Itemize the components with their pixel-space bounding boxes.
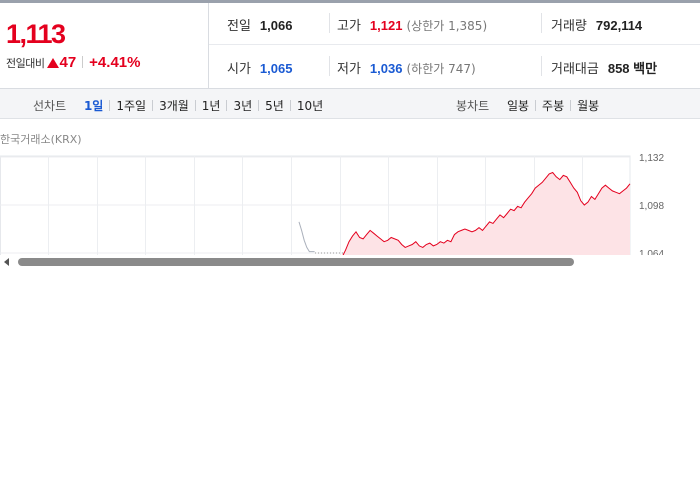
- stat-sub: (상한가 1,385): [406, 19, 488, 33]
- y-tick-label: 1,098: [639, 201, 664, 212]
- stat-value: 1,121: [369, 18, 403, 33]
- pre-market-line: [298, 221, 315, 253]
- stat-high: 고가 1,121 (상한가 1,385): [337, 15, 487, 34]
- candle-tab-2[interactable]: 월봉: [577, 99, 600, 113]
- period-tab-2[interactable]: 3개월: [159, 99, 189, 113]
- chart-period-bar: 선차트 1일 1주일 3개월 1년 3년 5년 10년 봉차트 일봉 주봉 월봉: [0, 89, 700, 119]
- stat-value: 1,036: [369, 61, 403, 76]
- stat-value: 792,114: [595, 18, 643, 33]
- stat-volume: 거래량 792,114: [551, 15, 642, 34]
- stat-label: 거래대금: [551, 62, 599, 77]
- scroll-left-arrow-icon[interactable]: [4, 258, 9, 266]
- stat-label: 전일: [227, 19, 251, 34]
- stat-label: 거래량: [551, 19, 587, 34]
- change-label: 전일대비: [6, 57, 45, 70]
- period-tab-0[interactable]: 1일: [83, 99, 104, 113]
- stat-prev-close: 전일 1,066: [227, 15, 292, 34]
- divider: [535, 100, 537, 111]
- candle-tab-1[interactable]: 주봉: [542, 99, 565, 113]
- stat-turnover: 거래대금 858 백만: [551, 58, 657, 77]
- price-summary: 1,113 전일대비 47 +4.41% 전일 1,066 고가 1,121 (상한가 1…: [0, 3, 700, 89]
- current-price-box: 1,113 전일대비 47 +4.41%: [0, 3, 209, 89]
- divider: [226, 100, 228, 111]
- stat-row-2: 시가 1,065 저가 1,036 (하한가 747) 거래대금 858 백만: [209, 46, 700, 88]
- divider: [82, 56, 84, 68]
- divider: [329, 13, 330, 33]
- y-tick-label: 1,064: [639, 249, 664, 255]
- line-chart-periods: 선차트 1일 1주일 3개월 1년 3년 5년 10년: [33, 97, 323, 114]
- series-area-fill: [343, 172, 630, 255]
- period-tab-1[interactable]: 1주일: [116, 99, 147, 113]
- divider: [194, 100, 196, 111]
- current-price: 1,113: [6, 19, 66, 49]
- change-row: 전일대비 47 +4.41%: [6, 54, 140, 71]
- divider: [329, 56, 330, 76]
- period-tab-3[interactable]: 1년: [201, 99, 221, 113]
- divider: [541, 56, 542, 76]
- stat-label: 저가: [337, 62, 361, 77]
- candle-tab-0[interactable]: 일봉: [506, 99, 530, 113]
- series-line: [342, 171, 631, 255]
- divider: [258, 100, 260, 111]
- top-border: [0, 0, 700, 3]
- stat-value: 1,066: [259, 18, 293, 33]
- period-tab-5[interactable]: 5년: [265, 99, 284, 113]
- period-tab-4[interactable]: 3년: [233, 99, 253, 113]
- stat-value: 1,065: [259, 61, 293, 76]
- price-chart-svg: 1,132 1,098 1,064: [0, 153, 664, 255]
- change-amount: 47: [59, 54, 77, 71]
- divider: [289, 100, 291, 111]
- stat-row-1: 전일 1,066 고가 1,121 (상한가 1,385) 거래량 792,114: [209, 3, 700, 45]
- divider: [152, 100, 154, 111]
- candle-chart-label: 봉차트: [456, 99, 490, 113]
- stat-sub: (하한가 747): [406, 62, 476, 76]
- change-percent: +4.41%: [89, 54, 141, 71]
- divider: [570, 100, 572, 111]
- divider: [109, 100, 111, 111]
- y-tick-label: 1,132: [639, 153, 664, 164]
- stat-low: 저가 1,036 (하한가 747): [337, 58, 476, 77]
- data-source-label: 한국거래소(KRX): [0, 133, 82, 146]
- horizontal-scrollbar[interactable]: [0, 255, 700, 269]
- price-chart: 1,132 1,098 1,064: [0, 150, 700, 255]
- line-chart-label: 선차트: [33, 99, 67, 113]
- stat-value: 858 백만: [607, 61, 658, 76]
- scrollbar-thumb[interactable]: [18, 258, 574, 266]
- stat-grid: 전일 1,066 고가 1,121 (상한가 1,385) 거래량 792,114 시가…: [209, 3, 700, 89]
- candle-chart-periods: 봉차트 일봉 주봉 월봉: [456, 97, 599, 114]
- divider: [541, 13, 542, 33]
- stat-open: 시가 1,065: [227, 58, 292, 77]
- stat-label: 시가: [227, 62, 251, 77]
- up-triangle-icon: [47, 58, 60, 68]
- stat-label: 고가: [337, 19, 361, 34]
- period-tab-6[interactable]: 10년: [296, 99, 324, 113]
